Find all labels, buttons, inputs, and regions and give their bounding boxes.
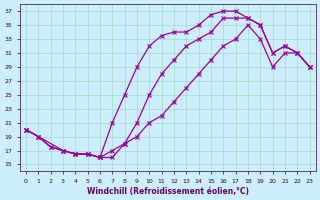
X-axis label: Windchill (Refroidissement éolien,°C): Windchill (Refroidissement éolien,°C) [87,187,249,196]
